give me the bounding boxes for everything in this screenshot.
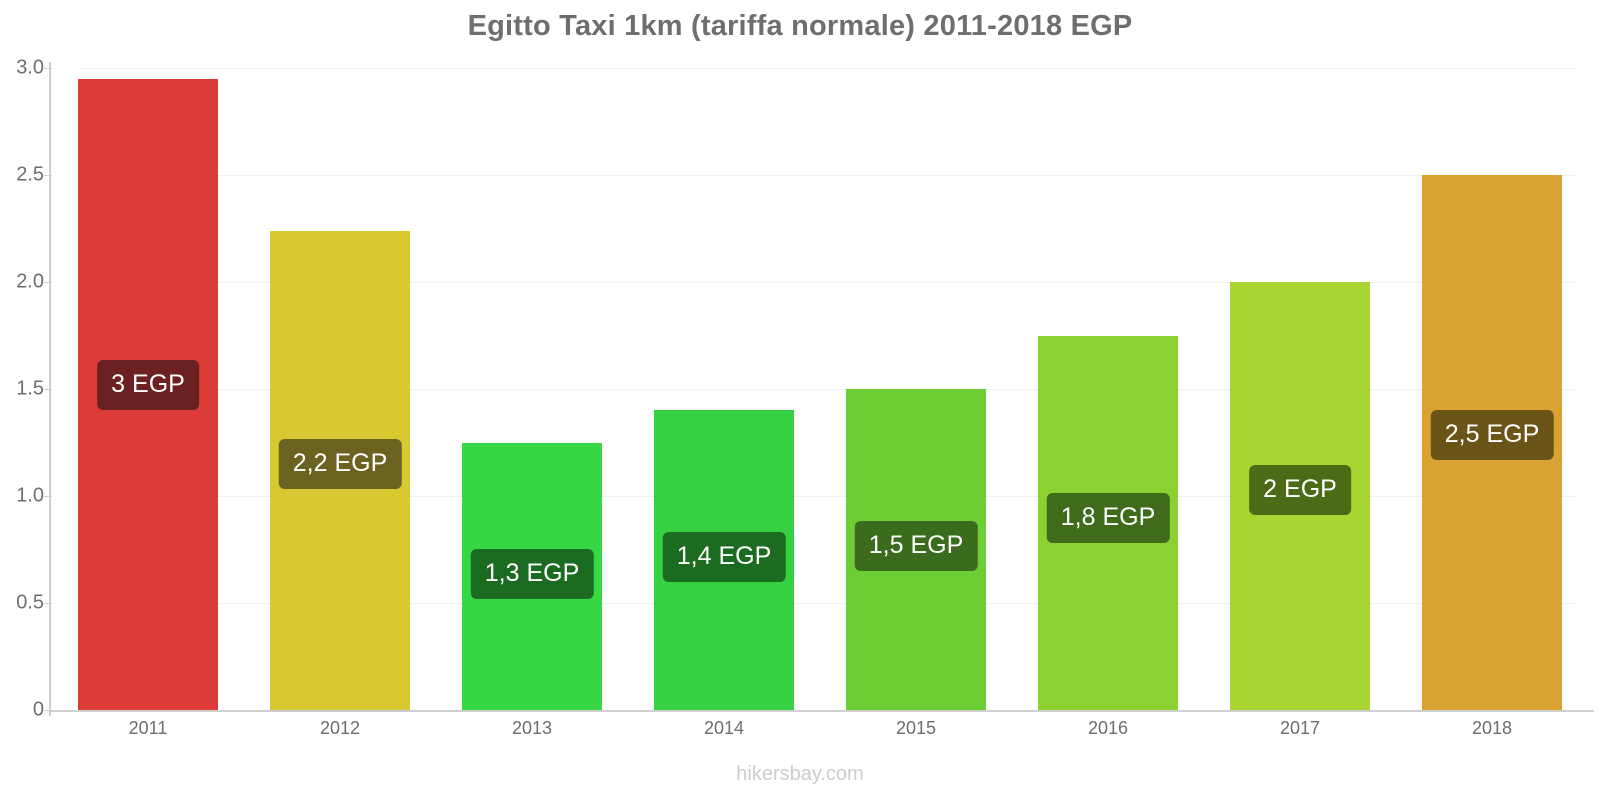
- x-axis-tick-label: 2017: [1279, 718, 1321, 738]
- gridline: [78, 603, 1578, 604]
- x-axis-tick-label: 2018: [1471, 718, 1513, 738]
- bar[interactable]: 2,5 EGP: [1422, 175, 1562, 710]
- y-axis-tick-mark: [44, 282, 52, 283]
- y-axis-tick-label: 2.5: [16, 163, 44, 186]
- bar-value-label: 3 EGP: [97, 359, 199, 410]
- gridline: [78, 175, 1578, 176]
- y-axis-tick-mark: [44, 175, 52, 176]
- y-axis-tick-label: 0: [32, 698, 44, 721]
- y-axis-tick-mark: [44, 496, 52, 497]
- y-axis-tick-mark: [44, 710, 52, 711]
- y-axis-tick-label: 0.5: [16, 591, 44, 614]
- bar[interactable]: 1,4 EGP: [654, 410, 794, 710]
- bar-value-label: 2 EGP: [1249, 465, 1351, 516]
- chart-title: Egitto Taxi 1km (tariffa normale) 2011-2…: [467, 10, 1133, 42]
- bar[interactable]: 2,2 EGP: [270, 230, 410, 710]
- gridline: [78, 68, 1578, 69]
- y-axis-tick-mark: [44, 603, 52, 604]
- bar[interactable]: 2 EGP: [1230, 282, 1370, 710]
- bar-value-label: 1,8 EGP: [1046, 493, 1170, 544]
- bar-value-label: 1,3 EGP: [470, 548, 594, 599]
- bar[interactable]: 1,8 EGP: [1038, 335, 1178, 710]
- y-axis-tick-mark: [44, 68, 52, 69]
- bar[interactable]: 3 EGP: [78, 78, 218, 710]
- watermark-label: hikersbay.com: [736, 763, 864, 785]
- y-axis-tick-label: 1.0: [16, 484, 44, 507]
- x-axis-tick-label: 2015: [895, 718, 937, 738]
- bar[interactable]: 1,5 EGP: [846, 389, 986, 710]
- y-axis-tick-mark: [44, 389, 52, 390]
- bar-value-label: 1,5 EGP: [854, 521, 978, 572]
- bar-value-label: 2,2 EGP: [278, 438, 402, 489]
- x-axis-tick-label: 2014: [703, 718, 745, 738]
- gridline: [78, 282, 1578, 283]
- gridline: [78, 496, 1578, 497]
- gridline: [78, 389, 1578, 390]
- x-axis-tick-label: 2016: [1087, 718, 1129, 738]
- y-axis-tick-label: 3.0: [16, 56, 44, 79]
- y-axis-tick-label: 1.5: [16, 377, 44, 400]
- plot-area: [78, 68, 1578, 710]
- bar-value-label: 2,5 EGP: [1430, 409, 1554, 460]
- bar[interactable]: 1,3 EGP: [462, 442, 602, 710]
- bar-value-label: 1,4 EGP: [662, 532, 786, 583]
- x-axis-line: [49, 710, 1594, 712]
- x-axis-tick-label: 2011: [128, 718, 168, 738]
- x-axis-tick-label: 2012: [319, 718, 361, 738]
- y-axis-tick-label: 2.0: [16, 270, 44, 293]
- x-axis-tick-label: 2013: [511, 718, 553, 738]
